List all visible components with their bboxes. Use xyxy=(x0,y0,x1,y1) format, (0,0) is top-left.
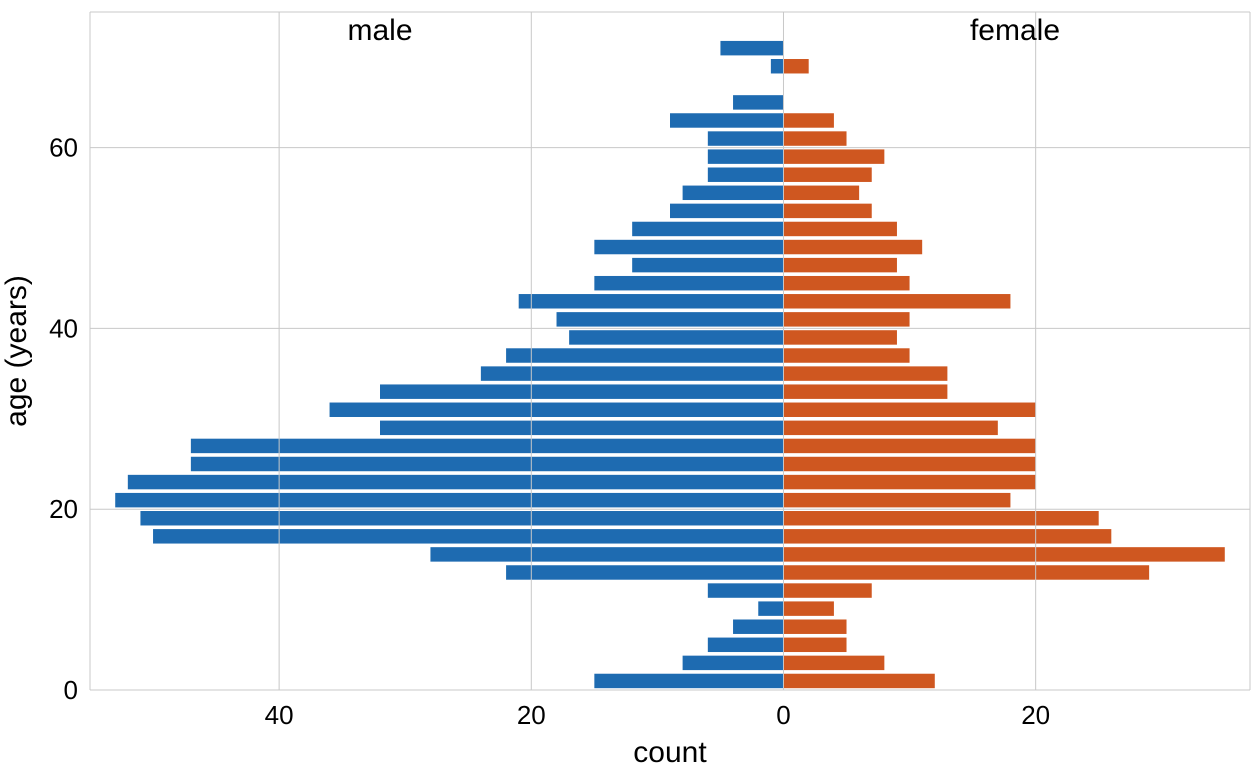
male-bar xyxy=(153,529,783,543)
x-tick-label: 0 xyxy=(776,700,790,730)
female-bar xyxy=(783,439,1035,453)
x-tick-label: 20 xyxy=(1021,700,1050,730)
female-bar xyxy=(783,240,922,254)
chart-svg: 40 20 0 20 0 20 40 60 count age (years) male female xyxy=(0,0,1260,778)
female-bar xyxy=(783,59,808,73)
female-bar xyxy=(783,366,947,380)
male-bar xyxy=(670,204,783,218)
female-bar xyxy=(783,421,997,435)
male-bar xyxy=(128,475,784,489)
female-bar xyxy=(783,149,884,163)
male-bar xyxy=(140,511,783,525)
male-bar xyxy=(594,240,783,254)
male-bar xyxy=(708,149,784,163)
male-bar xyxy=(670,113,783,127)
female-bar xyxy=(783,511,1098,525)
male-bar xyxy=(191,439,784,453)
bars-group xyxy=(115,41,1225,688)
male-bar xyxy=(594,674,783,688)
female-bar xyxy=(783,384,947,398)
male-bar xyxy=(771,59,784,73)
female-bar xyxy=(783,403,1035,417)
male-bar xyxy=(733,95,783,109)
female-bar xyxy=(783,583,871,597)
female-bar xyxy=(783,547,1224,561)
male-bar xyxy=(758,601,783,615)
male-bar xyxy=(632,222,783,236)
male-bar xyxy=(683,656,784,670)
female-bar xyxy=(783,638,846,652)
male-label: male xyxy=(347,14,412,47)
female-bar xyxy=(783,529,1111,543)
x-axis-label: count xyxy=(633,736,707,769)
female-bar xyxy=(783,167,871,181)
x-tick-label: 40 xyxy=(265,700,294,730)
y-axis-label: age (years) xyxy=(0,275,33,427)
male-bar xyxy=(380,384,783,398)
female-bar xyxy=(783,565,1149,579)
female-bar xyxy=(783,131,846,145)
male-bar xyxy=(481,366,784,380)
pyramid-chart: 40 20 0 20 0 20 40 60 count age (years) male female xyxy=(0,0,1260,778)
female-bar xyxy=(783,348,909,362)
female-bar xyxy=(783,457,1035,471)
female-bar xyxy=(783,294,1010,308)
male-bar xyxy=(733,619,783,633)
female-bar xyxy=(783,113,833,127)
male-bar xyxy=(330,403,784,417)
male-bar xyxy=(519,294,784,308)
y-tick-label: 0 xyxy=(64,675,78,705)
male-bar xyxy=(430,547,783,561)
male-bar xyxy=(632,258,783,272)
male-bar xyxy=(720,41,783,55)
female-bar xyxy=(783,276,909,290)
male-bar xyxy=(708,583,784,597)
male-bar xyxy=(708,167,784,181)
male-bar xyxy=(380,421,783,435)
female-bar xyxy=(783,222,896,236)
male-bar xyxy=(115,493,783,507)
male-bar xyxy=(683,186,784,200)
female-bar xyxy=(783,258,896,272)
male-bar xyxy=(506,348,783,362)
female-bar xyxy=(783,493,1010,507)
female-bar xyxy=(783,186,859,200)
female-label: female xyxy=(970,14,1060,47)
y-tick-label: 40 xyxy=(49,313,78,343)
male-bar xyxy=(708,131,784,145)
x-tick-label: 20 xyxy=(517,700,546,730)
y-tick-label: 20 xyxy=(49,494,78,524)
female-bar xyxy=(783,674,934,688)
female-bar xyxy=(783,312,909,326)
female-bar xyxy=(783,619,846,633)
female-bar xyxy=(783,204,871,218)
male-bar xyxy=(594,276,783,290)
male-bar xyxy=(506,565,783,579)
y-tick-label: 60 xyxy=(49,133,78,163)
male-bar xyxy=(708,638,784,652)
male-bar xyxy=(557,312,784,326)
female-bar xyxy=(783,330,896,344)
female-bar xyxy=(783,475,1035,489)
male-bar xyxy=(569,330,783,344)
female-bar xyxy=(783,601,833,615)
male-bar xyxy=(191,457,784,471)
female-bar xyxy=(783,656,884,670)
